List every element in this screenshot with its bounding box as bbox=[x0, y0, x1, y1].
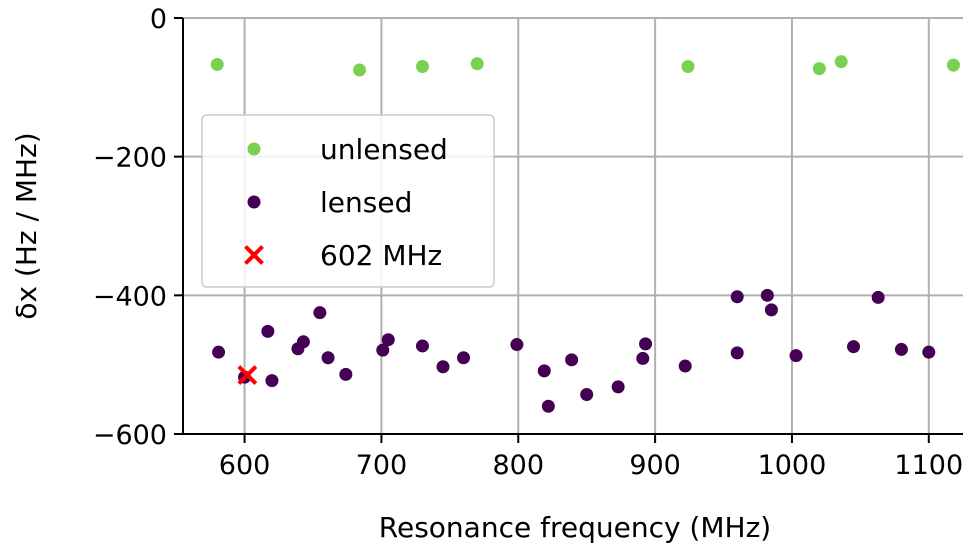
lensed-point bbox=[565, 353, 579, 367]
x-tick-label: 1000 bbox=[758, 450, 827, 481]
unlensed-point bbox=[812, 62, 826, 76]
x-tick-label: 600 bbox=[219, 450, 271, 481]
data-points bbox=[210, 55, 960, 413]
lensed-point bbox=[339, 367, 353, 381]
legend-label-lensed: lensed bbox=[320, 186, 412, 219]
lensed-point bbox=[611, 380, 625, 394]
legend-marker-unlensed bbox=[247, 142, 261, 156]
lensed-point bbox=[871, 290, 885, 304]
lensed-point bbox=[730, 290, 744, 304]
lensed-point bbox=[922, 345, 936, 359]
602-mhz-point bbox=[237, 365, 258, 385]
legend-box bbox=[201, 114, 495, 288]
legend-marker-602-mhz bbox=[244, 245, 264, 265]
lensed-point bbox=[510, 338, 524, 352]
tick-labels: 600 700 800 900 1000 1100 0 −200 −400 −600 bbox=[93, 4, 963, 481]
x-tick-label: 900 bbox=[629, 450, 681, 481]
lensed-point bbox=[296, 335, 310, 349]
unlensed-point bbox=[210, 57, 224, 71]
lensed-point bbox=[764, 303, 778, 317]
lensed-point bbox=[265, 374, 279, 388]
y-tick-label: −200 bbox=[93, 143, 167, 174]
x-axis-label: Resonance frequency (MHz) bbox=[379, 511, 771, 544]
y-tick-label: −400 bbox=[93, 281, 167, 312]
lensed-point bbox=[376, 343, 390, 357]
x-tick-label: 700 bbox=[356, 450, 408, 481]
lensed-point bbox=[639, 337, 653, 351]
lensed-point bbox=[789, 349, 803, 363]
legend-label-602-mhz: 602 MHz bbox=[320, 239, 442, 272]
unlensed-point bbox=[681, 60, 695, 74]
lensed-point bbox=[537, 364, 551, 378]
x-tick-label: 800 bbox=[492, 450, 544, 481]
y-tick-label: 0 bbox=[150, 4, 167, 35]
unlensed-point bbox=[353, 63, 367, 77]
y-axis-label: δx (Hz / MHz) bbox=[10, 132, 43, 319]
lensed-point bbox=[381, 333, 395, 347]
legend: unlensed lensed 602 MHz bbox=[201, 114, 495, 288]
lensed-point bbox=[580, 387, 594, 401]
x-tick-label: 1100 bbox=[894, 450, 963, 481]
lensed-point bbox=[313, 306, 327, 320]
lensed-point bbox=[321, 351, 335, 365]
axes bbox=[174, 17, 963, 443]
lensed-point bbox=[541, 399, 555, 413]
unlensed-point bbox=[946, 58, 960, 72]
unlensed-point bbox=[470, 57, 484, 71]
unlensed-point bbox=[415, 60, 429, 74]
y-tick-label: −600 bbox=[93, 420, 167, 451]
legend-marker-lensed bbox=[247, 195, 261, 209]
lensed-point bbox=[760, 288, 774, 302]
legend-label-unlensed: unlensed bbox=[320, 133, 448, 166]
lensed-point bbox=[436, 360, 450, 374]
lensed-point bbox=[212, 345, 226, 359]
lensed-point bbox=[636, 351, 650, 365]
unlensed-point bbox=[834, 55, 848, 69]
lensed-point bbox=[678, 359, 692, 373]
lensed-point bbox=[415, 339, 429, 353]
lensed-point bbox=[261, 324, 275, 338]
lensed-point bbox=[847, 340, 861, 354]
lensed-point bbox=[894, 342, 908, 356]
lensed-point bbox=[457, 351, 471, 365]
lensed-point bbox=[730, 346, 744, 360]
